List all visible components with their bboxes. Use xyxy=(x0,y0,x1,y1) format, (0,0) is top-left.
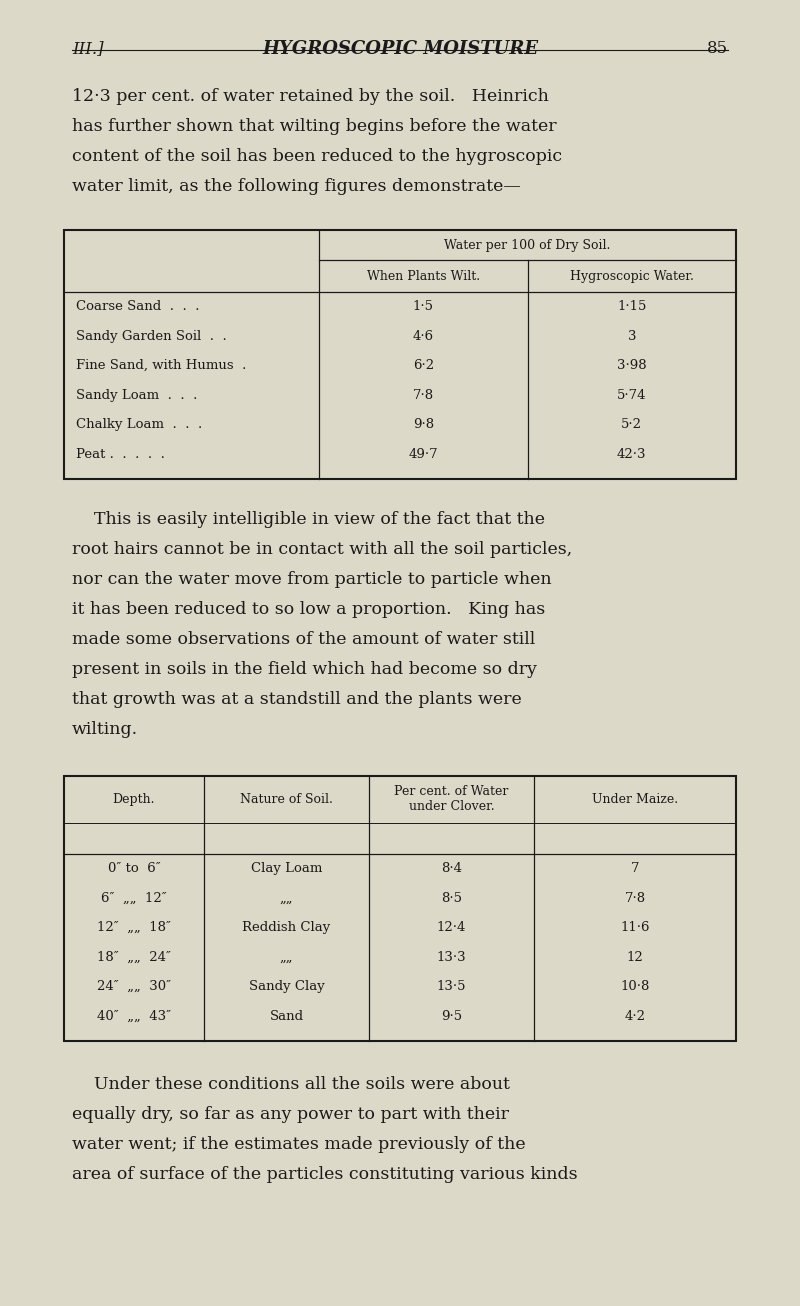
Bar xyxy=(64,230,736,479)
Bar xyxy=(64,776,736,1041)
Text: 7·8: 7·8 xyxy=(413,389,434,402)
Text: 3: 3 xyxy=(627,329,636,342)
Text: Sandy Clay: Sandy Clay xyxy=(249,981,324,994)
Text: 1·15: 1·15 xyxy=(617,300,646,313)
Text: 4·2: 4·2 xyxy=(625,1010,646,1023)
Text: Sandy Loam  .  .  .: Sandy Loam . . . xyxy=(76,389,198,402)
Text: present in soils in the field which had become so dry: present in soils in the field which had … xyxy=(72,661,537,678)
Text: water limit, as the following figures demonstrate—: water limit, as the following figures de… xyxy=(72,178,521,195)
Text: made some observations of the amount of water still: made some observations of the amount of … xyxy=(72,631,535,648)
Text: 12″  „„  18″: 12″ „„ 18″ xyxy=(97,921,171,934)
Text: that growth was at a standstill and the plants were: that growth was at a standstill and the … xyxy=(72,691,522,708)
Text: Reddish Clay: Reddish Clay xyxy=(242,921,330,934)
Text: 12·3 per cent. of water retained by the soil.   Heinrich: 12·3 per cent. of water retained by the … xyxy=(72,88,549,104)
Text: Clay Loam: Clay Loam xyxy=(251,862,322,875)
Text: This is easily intelligible in view of the fact that the: This is easily intelligible in view of t… xyxy=(72,511,545,528)
Text: 13·3: 13·3 xyxy=(437,951,466,964)
Text: „„: „„ xyxy=(280,951,294,964)
Text: 24″  „„  30″: 24″ „„ 30″ xyxy=(97,981,171,994)
Text: water went; if the estimates made previously of the: water went; if the estimates made previo… xyxy=(72,1136,526,1153)
Text: Under these conditions all the soils were about: Under these conditions all the soils wer… xyxy=(72,1076,510,1093)
Text: III.]: III.] xyxy=(72,40,104,57)
Text: wilting.: wilting. xyxy=(72,721,138,738)
Text: content of the soil has been reduced to the hygroscopic: content of the soil has been reduced to … xyxy=(72,148,562,165)
Text: 9·5: 9·5 xyxy=(441,1010,462,1023)
Text: Fine Sand, with Humus  .: Fine Sand, with Humus . xyxy=(76,359,246,372)
Text: 12: 12 xyxy=(626,951,643,964)
Text: has further shown that wilting begins before the water: has further shown that wilting begins be… xyxy=(72,118,557,135)
Text: 6·2: 6·2 xyxy=(413,359,434,372)
Text: Sandy Garden Soil  .  .: Sandy Garden Soil . . xyxy=(76,329,226,342)
Text: Chalky Loam  .  .  .: Chalky Loam . . . xyxy=(76,418,202,431)
Text: equally dry, so far as any power to part with their: equally dry, so far as any power to part… xyxy=(72,1106,509,1123)
Text: root hairs cannot be in contact with all the soil particles,: root hairs cannot be in contact with all… xyxy=(72,541,572,558)
Text: 4·6: 4·6 xyxy=(413,329,434,342)
Text: Under Maize.: Under Maize. xyxy=(592,793,678,806)
Text: HYGROSCOPIC MOISTURE: HYGROSCOPIC MOISTURE xyxy=(262,40,538,57)
Text: area of surface of the particles constituting various kinds: area of surface of the particles constit… xyxy=(72,1166,578,1183)
Text: Depth.: Depth. xyxy=(113,793,155,806)
Text: it has been reduced to so low a proportion.   King has: it has been reduced to so low a proporti… xyxy=(72,601,546,618)
Text: 42·3: 42·3 xyxy=(617,448,646,461)
Text: 3·98: 3·98 xyxy=(617,359,646,372)
Text: 85: 85 xyxy=(707,40,728,57)
Text: Hygroscopic Water.: Hygroscopic Water. xyxy=(570,269,694,282)
Text: 12·4: 12·4 xyxy=(437,921,466,934)
Text: 6″  „„  12″: 6″ „„ 12″ xyxy=(101,892,167,905)
Text: „„: „„ xyxy=(280,892,294,905)
Text: 1·5: 1·5 xyxy=(413,300,434,313)
Text: 40″  „„  43″: 40″ „„ 43″ xyxy=(97,1010,171,1023)
Text: When Plants Wilt.: When Plants Wilt. xyxy=(366,269,480,282)
Text: Per cent. of Water
under Clover.: Per cent. of Water under Clover. xyxy=(394,785,509,814)
Text: nor can the water move from particle to particle when: nor can the water move from particle to … xyxy=(72,571,552,588)
Text: 11·6: 11·6 xyxy=(620,921,650,934)
Text: 9·8: 9·8 xyxy=(413,418,434,431)
Text: 5·74: 5·74 xyxy=(617,389,646,402)
Text: 7: 7 xyxy=(630,862,639,875)
Text: 5·2: 5·2 xyxy=(622,418,642,431)
Text: 10·8: 10·8 xyxy=(620,981,650,994)
Text: Peat .  .  .  .  .: Peat . . . . . xyxy=(76,448,165,461)
Text: 13·5: 13·5 xyxy=(437,981,466,994)
Text: 0″ to  6″: 0″ to 6″ xyxy=(108,862,160,875)
Text: 49·7: 49·7 xyxy=(409,448,438,461)
Text: Coarse Sand  .  .  .: Coarse Sand . . . xyxy=(76,300,199,313)
Text: Water per 100 of Dry Soil.: Water per 100 of Dry Soil. xyxy=(444,239,610,252)
Text: 8·4: 8·4 xyxy=(441,862,462,875)
Text: 8·5: 8·5 xyxy=(441,892,462,905)
Text: Nature of Soil.: Nature of Soil. xyxy=(240,793,333,806)
Text: Sand: Sand xyxy=(270,1010,303,1023)
Text: 18″  „„  24″: 18″ „„ 24″ xyxy=(97,951,171,964)
Text: 7·8: 7·8 xyxy=(625,892,646,905)
